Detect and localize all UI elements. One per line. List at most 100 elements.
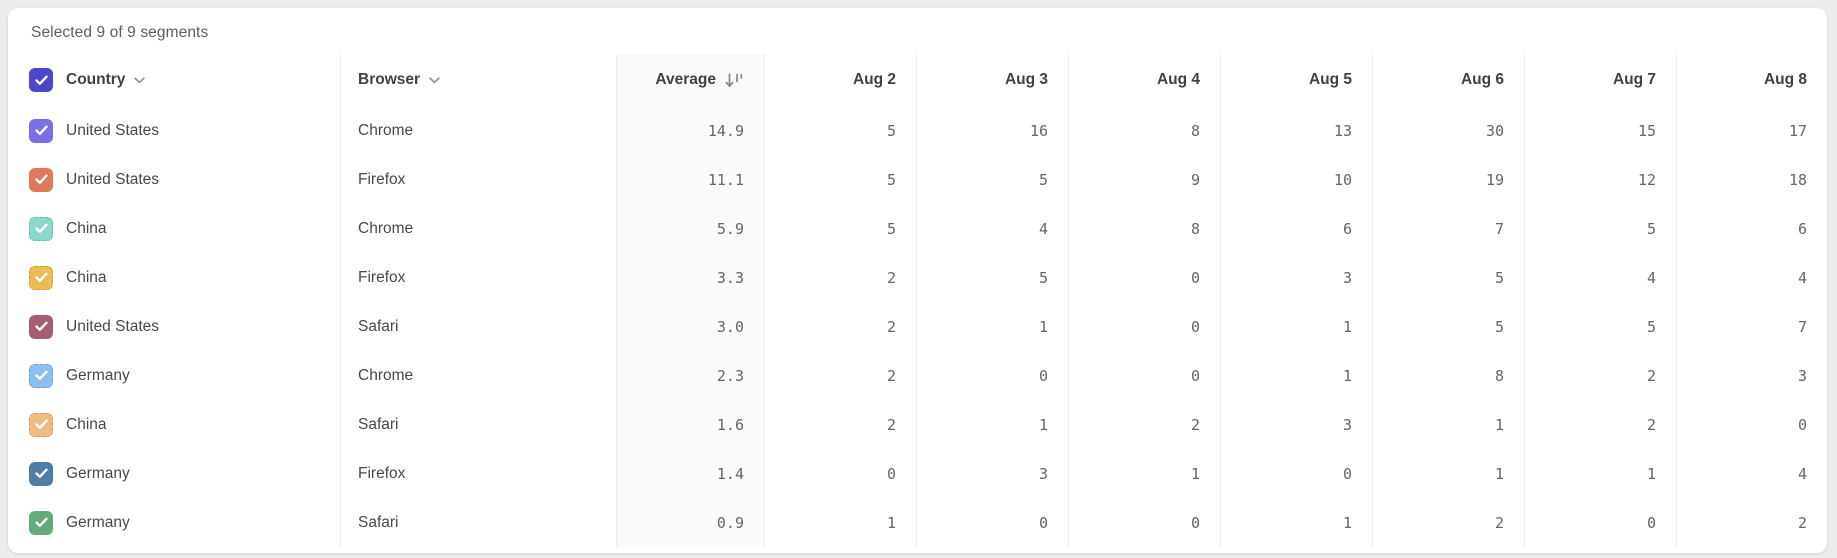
- date-value: 6: [1220, 204, 1372, 253]
- column-header-aug-5[interactable]: Aug 5: [1220, 54, 1372, 106]
- browser-cell-label: Chrome: [340, 351, 616, 400]
- date-value: 3: [1676, 351, 1827, 400]
- table-row-country-cell: Germany: [8, 449, 340, 498]
- country-cell-label: United States: [66, 170, 160, 188]
- table-grid: Country Browser Average: [8, 54, 1827, 547]
- status-text: Selected 9 of 9 segments: [31, 24, 209, 41]
- column-header-country[interactable]: Country: [8, 54, 340, 106]
- date-value: 2: [764, 400, 916, 449]
- date-value: 0: [1068, 498, 1220, 547]
- average-value: 1.4: [616, 449, 764, 498]
- date-value: 1: [1372, 400, 1524, 449]
- chevron-down-icon: [134, 76, 146, 84]
- average-value: 5.9: [616, 204, 764, 253]
- chevron-down-icon: [429, 76, 440, 84]
- date-value: 5: [764, 204, 916, 253]
- date-value: 0: [1676, 400, 1827, 449]
- column-header-average[interactable]: Average: [616, 54, 764, 106]
- date-value: 2: [1372, 498, 1524, 547]
- date-value: 1: [1524, 449, 1676, 498]
- date-value: 6: [1676, 204, 1827, 253]
- row-checkbox[interactable]: [29, 314, 53, 339]
- row-checkbox[interactable]: [29, 167, 53, 192]
- country-cell-label: United States: [66, 317, 160, 335]
- browser-cell-label: Firefox: [340, 253, 616, 302]
- average-value: 0.9: [616, 498, 764, 547]
- column-header-aug-3[interactable]: Aug 3: [916, 54, 1068, 106]
- date-value: 18: [1676, 155, 1827, 204]
- table-row-country-cell: United States: [8, 106, 340, 155]
- row-checkbox[interactable]: [29, 265, 53, 290]
- check-icon: [34, 321, 48, 331]
- date-value: 2: [1524, 400, 1676, 449]
- date-value: 8: [1068, 106, 1220, 155]
- check-icon: [34, 174, 48, 184]
- column-header-date-label: Aug 8: [1763, 71, 1807, 88]
- table-row-country-cell: China: [8, 204, 340, 253]
- row-checkbox[interactable]: [29, 216, 53, 241]
- date-value: 1: [764, 498, 916, 547]
- row-checkbox[interactable]: [29, 510, 53, 535]
- average-value: 3.3: [616, 253, 764, 302]
- country-cell-label: China: [66, 219, 107, 237]
- date-value: 2: [1068, 400, 1220, 449]
- column-header-country-label: Country: [66, 71, 126, 88]
- row-checkbox[interactable]: [29, 363, 53, 388]
- date-value: 0: [916, 351, 1068, 400]
- country-header-checkbox[interactable]: [29, 68, 53, 92]
- column-header-aug-2[interactable]: Aug 2: [764, 54, 916, 106]
- row-checkbox[interactable]: [29, 461, 53, 486]
- column-header-aug-7[interactable]: Aug 7: [1524, 54, 1676, 106]
- date-value: 15: [1524, 106, 1676, 155]
- column-header-aug-6[interactable]: Aug 6: [1372, 54, 1524, 106]
- browser-cell-label: Safari: [340, 400, 616, 449]
- country-cell-label: Germany: [66, 366, 130, 384]
- table-row-country-cell: United States: [8, 155, 340, 204]
- date-value: 3: [1220, 400, 1372, 449]
- date-value: 0: [916, 498, 1068, 547]
- browser-cell-label: Firefox: [340, 155, 616, 204]
- date-value: 19: [1372, 155, 1524, 204]
- date-value: 5: [764, 155, 916, 204]
- country-cell-label: China: [66, 268, 107, 286]
- column-header-date-label: Aug 6: [1460, 71, 1504, 88]
- table-row-country-cell: Germany: [8, 498, 340, 547]
- average-value: 14.9: [616, 106, 764, 155]
- column-header-browser-label: Browser: [358, 71, 421, 88]
- date-value: 4: [1676, 253, 1827, 302]
- date-value: 4: [1676, 449, 1827, 498]
- column-header-aug-4[interactable]: Aug 4: [1068, 54, 1220, 106]
- average-value: 2.3: [616, 351, 764, 400]
- column-header-browser[interactable]: Browser: [340, 54, 616, 106]
- table-row-country-cell: China: [8, 253, 340, 302]
- date-value: 7: [1676, 302, 1827, 351]
- check-icon: [34, 517, 48, 527]
- date-value: 0: [1524, 498, 1676, 547]
- browser-cell-label: Firefox: [340, 449, 616, 498]
- column-header-aug-8[interactable]: Aug 8: [1676, 54, 1827, 106]
- date-value: 5: [916, 155, 1068, 204]
- row-checkbox[interactable]: [29, 412, 53, 437]
- country-cell-label: Germany: [66, 513, 130, 531]
- check-icon: [34, 468, 48, 478]
- column-header-average-label: Average: [655, 71, 716, 88]
- check-icon: [34, 370, 48, 380]
- date-value: 0: [1068, 351, 1220, 400]
- date-value: 5: [916, 253, 1068, 302]
- row-checkbox[interactable]: [29, 118, 53, 143]
- date-value: 1: [1220, 351, 1372, 400]
- date-value: 4: [916, 204, 1068, 253]
- date-value: 5: [1372, 302, 1524, 351]
- date-value: 3: [1220, 253, 1372, 302]
- date-value: 0: [764, 449, 916, 498]
- average-value: 1.6: [616, 400, 764, 449]
- country-cell-label: Germany: [66, 464, 130, 482]
- date-value: 17: [1676, 106, 1827, 155]
- table-row-country-cell: China: [8, 400, 340, 449]
- date-value: 2: [764, 302, 916, 351]
- check-icon: [34, 75, 48, 85]
- date-value: 2: [764, 253, 916, 302]
- date-value: 9: [1068, 155, 1220, 204]
- date-value: 10: [1220, 155, 1372, 204]
- date-value: 1: [1068, 449, 1220, 498]
